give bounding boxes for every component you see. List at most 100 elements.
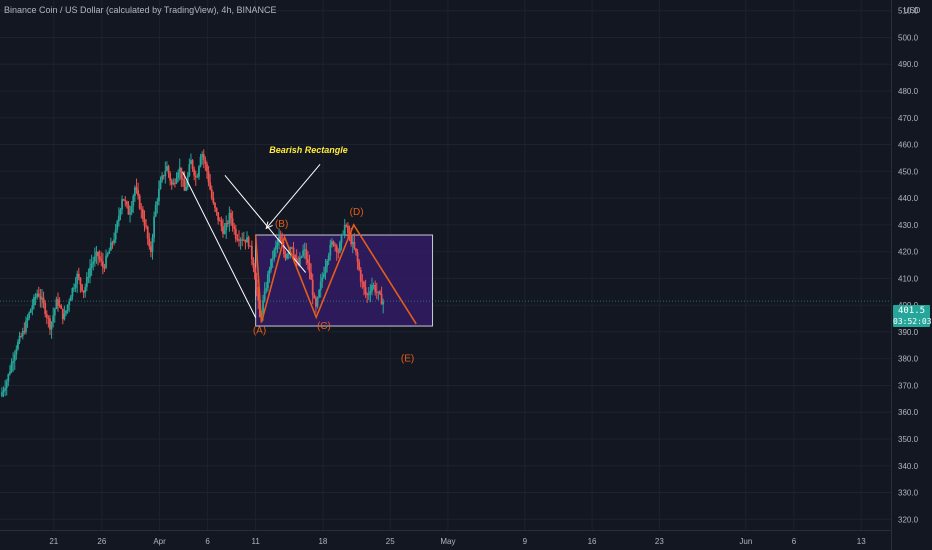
candle-body: [41, 297, 43, 300]
candle-body: [337, 252, 340, 254]
price-tick-label: 500.0: [898, 33, 919, 42]
candle-body: [263, 290, 266, 301]
candle-body: [306, 259, 309, 263]
candle-body: [125, 201, 128, 205]
candle-body: [60, 305, 63, 309]
candle-body: [335, 245, 338, 253]
candle-body: [175, 178, 178, 184]
candle-body: [100, 259, 103, 262]
candle-body: [71, 288, 74, 297]
candle-body: [284, 254, 287, 259]
time-tick-label: 9: [523, 537, 528, 546]
candle-body: [63, 313, 66, 320]
candle-body: [196, 176, 199, 178]
candle-body: [106, 253, 109, 256]
price-tick-label: 370.0: [898, 381, 919, 390]
candle-body: [138, 195, 141, 209]
time-tick-label: May: [440, 537, 455, 546]
price-tick-label: 340.0: [898, 462, 919, 471]
candle-body: [234, 228, 237, 239]
candle-body: [109, 242, 112, 251]
candle-body: [223, 230, 226, 234]
candle-body: [268, 269, 271, 275]
candle-body: [158, 188, 160, 202]
candle-body: [202, 154, 205, 160]
candle-body: [31, 305, 34, 310]
candle-body: [210, 189, 213, 199]
candle-body: [287, 251, 290, 255]
time-tick-label: 25: [386, 537, 395, 546]
candle-body: [4, 388, 7, 391]
candle-body: [266, 274, 269, 289]
candle-body: [218, 220, 221, 222]
candle-body: [236, 238, 239, 240]
annotation-arrow-head: [265, 221, 273, 230]
candle-body: [343, 224, 346, 235]
candle-body: [28, 312, 31, 319]
candle-body: [273, 249, 276, 259]
candle-body: [228, 212, 231, 224]
candle-body: [319, 281, 322, 291]
chart-title: Binance Coin / US Dollar (calculated by …: [4, 5, 277, 15]
candle-body: [21, 331, 24, 337]
candle-body: [201, 154, 204, 157]
candle-body: [26, 318, 29, 321]
candle-body: [241, 239, 244, 241]
candle-body: [302, 250, 304, 257]
candle-body: [108, 250, 111, 254]
candle-body: [42, 297, 45, 304]
candle-body: [321, 277, 324, 282]
candle-body: [113, 239, 115, 243]
candle-body: [172, 183, 175, 185]
candle-body: [252, 259, 255, 268]
time-tick-label: 21: [49, 537, 58, 546]
candle-body: [93, 256, 96, 262]
candle-body: [215, 207, 218, 213]
candle-body: [206, 163, 208, 172]
candle-body: [167, 166, 170, 174]
candle-body: [250, 245, 253, 260]
candle-body: [257, 289, 260, 301]
candle-body: [39, 296, 42, 300]
candle-body: [34, 297, 37, 299]
candle-body: [377, 291, 380, 293]
candle-body: [361, 281, 364, 283]
candle-body: [270, 258, 272, 270]
candle-body: [326, 260, 329, 267]
candle-body: [10, 362, 13, 372]
candle-body: [363, 281, 365, 288]
candle-body: [345, 224, 348, 226]
price-tick-label: 390.0: [898, 328, 919, 337]
time-tick-label: 6: [792, 537, 797, 546]
candle-body: [242, 239, 245, 241]
candle-body: [369, 291, 372, 294]
candle-body: [151, 237, 154, 252]
candle-body: [255, 279, 258, 290]
candle-body: [225, 222, 228, 231]
price-tick-label: 510.0: [898, 7, 919, 16]
candle-body: [7, 374, 10, 382]
candle-body: [282, 246, 285, 255]
time-tick-label: Apr: [153, 537, 166, 546]
candle-body: [82, 290, 85, 293]
candle-body: [374, 285, 377, 292]
candle-body: [300, 256, 303, 258]
candle-body: [5, 381, 8, 389]
time-tick-label: 6: [205, 537, 210, 546]
candle-body: [271, 258, 274, 260]
candle-body: [298, 257, 301, 265]
candle-body: [351, 241, 354, 245]
candle-body: [9, 371, 11, 375]
candle-body: [153, 216, 156, 238]
candle-body: [119, 209, 122, 216]
candle-body: [303, 249, 306, 251]
price-tick-label: 440.0: [898, 194, 919, 203]
annotation-text: Bearish Rectangle: [269, 145, 348, 155]
candle-body: [143, 218, 146, 226]
candle-body: [315, 298, 317, 307]
candle-body: [49, 318, 51, 330]
candle-body: [342, 234, 345, 236]
candle-body: [53, 308, 56, 316]
wave-label: (B): [275, 219, 288, 230]
